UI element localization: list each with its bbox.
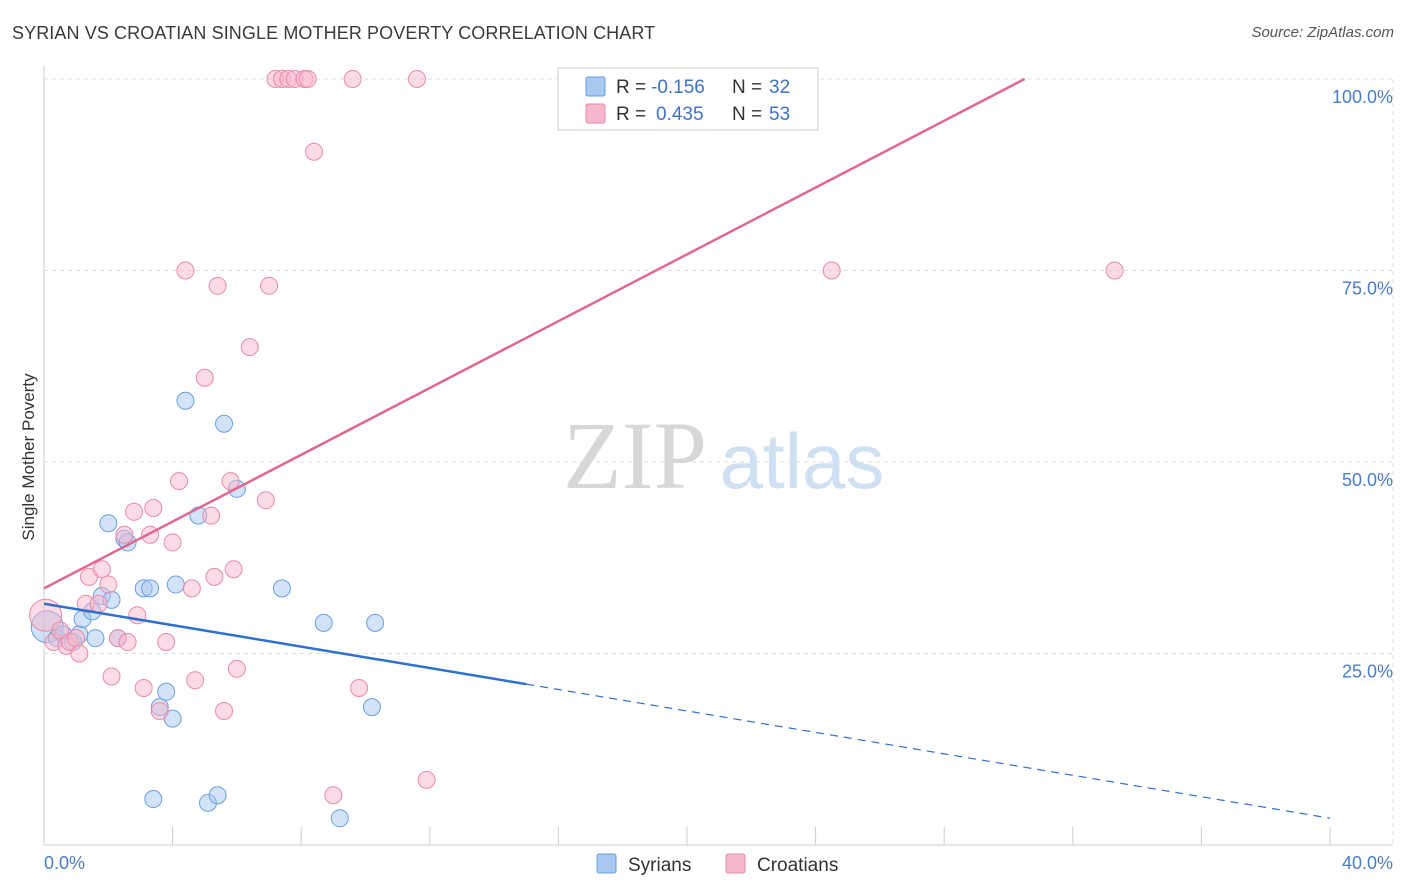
y-tick-label-25: 25.0% [1342,662,1393,682]
x-tick-label-40: 40.0% [1342,853,1393,873]
croatians-point-46 [324,786,343,805]
croatians-point-28 [195,368,214,387]
syrians-point-28 [314,613,333,632]
legend-syrians-n-value: 32 [769,77,790,98]
croatians-point-51 [822,261,841,280]
croatians-point-25 [176,261,195,280]
croatians-point-11 [99,575,118,594]
croatians-point-31 [208,276,227,295]
croatians-point-6 [70,644,89,663]
legend-syrians-swatch [585,76,606,97]
syrians-point-21 [176,391,195,410]
croatians-point-26 [182,579,201,598]
croatians-point-45 [305,142,324,161]
axis-layer: 25.0% 50.0% 75.0% 100.0% 0.0% 40.0% [43,66,1393,873]
croatians-point-33 [221,472,240,491]
croatians-point-5 [67,629,86,648]
croatians-point-49 [407,70,426,88]
y-tick-label-100: 100.0% [1332,87,1393,107]
croatians-point-29 [202,506,221,525]
series-legend-croatians-label: Croatians [757,855,838,876]
legend-syrians-n-label: N = [732,77,762,98]
syrians-point-15 [141,579,160,598]
watermark: ZIP atlas [563,402,884,509]
syrians-point-25 [215,414,234,433]
croatians-point-0 [29,598,63,632]
croatians-point-52 [1105,261,1124,280]
x-tick-label-0: 0.0% [44,853,85,873]
croatians-trend-line [43,77,1026,590]
croatians-point-50 [417,770,436,789]
legend-croatians-r-label: R = [616,104,646,125]
croatians-point-2 [51,621,70,640]
syrians-point-7 [86,629,105,648]
croatians-point-27 [186,671,205,690]
croatians-point-21 [150,701,169,720]
croatians-point-38 [260,276,279,295]
croatians-point-32 [215,701,234,720]
legend-croatians-r-value: 0.435 [656,104,704,125]
croatians-point-12 [102,667,121,686]
chart-title: SYRIAN VS CROATIAN SINGLE MOTHER POVERTY… [12,23,656,43]
croatians-point-14 [115,525,134,544]
series-legend: Syrians Croatians [596,853,838,876]
source-credit: Source: ZipAtlas.com [1251,24,1394,41]
y-tick-label-75: 75.0% [1342,279,1393,299]
croatians-point-48 [350,678,369,697]
syrians-point-20 [166,575,185,594]
croatians-point-9 [89,594,108,613]
syrians-point-27 [272,579,291,598]
syrians-point-18 [157,682,176,701]
croatians-point-15 [118,633,137,652]
points-layer [29,70,1124,828]
syrians-point-24 [208,786,227,805]
syrians-trend-extension [526,683,1331,819]
croatians-point-30 [205,567,224,586]
croatians-point-34 [224,560,243,579]
syrians-trend-line [43,602,527,686]
syrians-point-16 [144,790,163,809]
y-axis-title: Single Mother Poverty [19,373,38,541]
trend-layer [43,77,1331,819]
grid-layer [44,78,1394,845]
croatians-point-20 [144,498,163,517]
series-legend-syrians-label: Syrians [628,855,691,876]
syrians-point-31 [366,613,385,632]
croatians-point-37 [256,491,275,510]
legend-croatians-swatch [585,103,606,124]
series-legend-syrians-swatch [596,853,617,874]
croatians-point-16 [125,502,144,521]
legend-croatians-n-value: 53 [769,104,790,125]
croatians-point-44 [298,70,317,88]
watermark-zip: ZIP [563,402,707,509]
croatians-point-10 [92,560,111,579]
y-tick-label-50: 50.0% [1342,470,1393,490]
syrians-point-30 [362,698,381,717]
series-legend-croatians-swatch [725,853,746,874]
croatians-point-47 [343,70,362,88]
croatians-point-24 [170,472,189,491]
croatians-point-18 [134,678,153,697]
croatians-point-36 [240,338,259,357]
legend-croatians-n-label: N = [732,104,762,125]
croatians-point-35 [227,659,246,678]
watermark-atlas: atlas [720,417,885,505]
legend-syrians-r-value: -0.156 [651,77,705,98]
croatians-point-23 [163,533,182,552]
legend-syrians-r-label: R = [616,77,646,98]
croatians-point-22 [157,633,176,652]
correlation-legend: R = -0.156 N = 32 R = 0.435 N = 53 [557,67,819,131]
syrians-point-9 [99,514,118,533]
syrians-point-29 [330,809,349,828]
